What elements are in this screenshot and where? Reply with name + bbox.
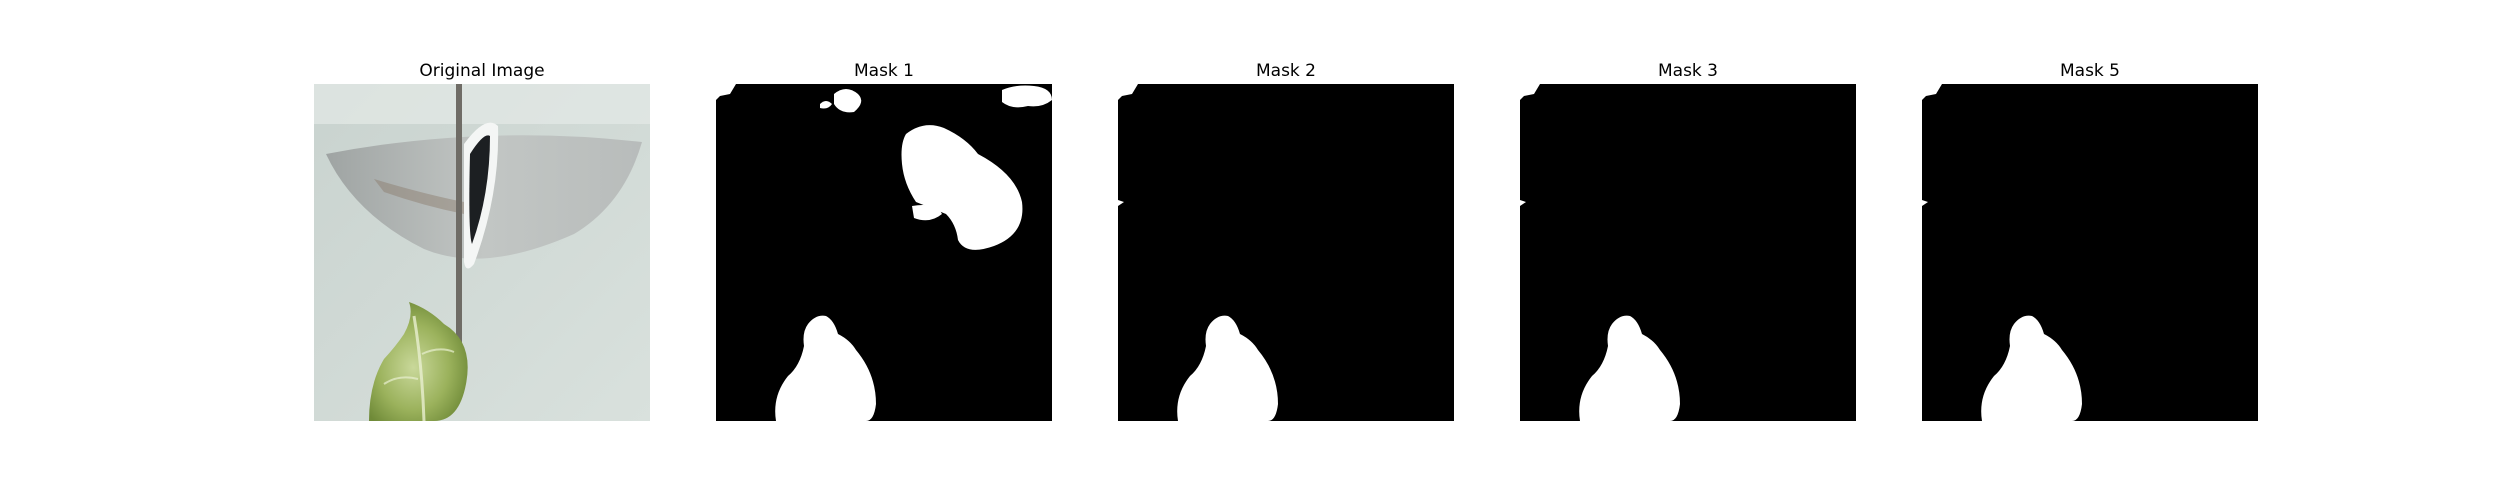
panel-title-mask-5: Mask 5 (2059, 61, 2120, 81)
mask-2-image (1118, 84, 1454, 421)
mask-2-drawing (1118, 84, 1454, 421)
original-image-drawing (314, 84, 650, 421)
panel-title-mask-1: Mask 1 (853, 61, 914, 81)
original-image (314, 84, 650, 421)
mask-1-image (716, 84, 1052, 421)
mask-3-drawing (1520, 84, 1856, 421)
mask-5-drawing (1922, 84, 2258, 421)
mask-1-drawing (716, 84, 1052, 421)
panel-title-original: Original Image (419, 61, 545, 81)
panel-title-mask-3: Mask 3 (1657, 61, 1718, 81)
mask-5-image (1922, 84, 2258, 421)
mask-3-image (1520, 84, 1856, 421)
panel-title-mask-2: Mask 2 (1255, 61, 1316, 81)
